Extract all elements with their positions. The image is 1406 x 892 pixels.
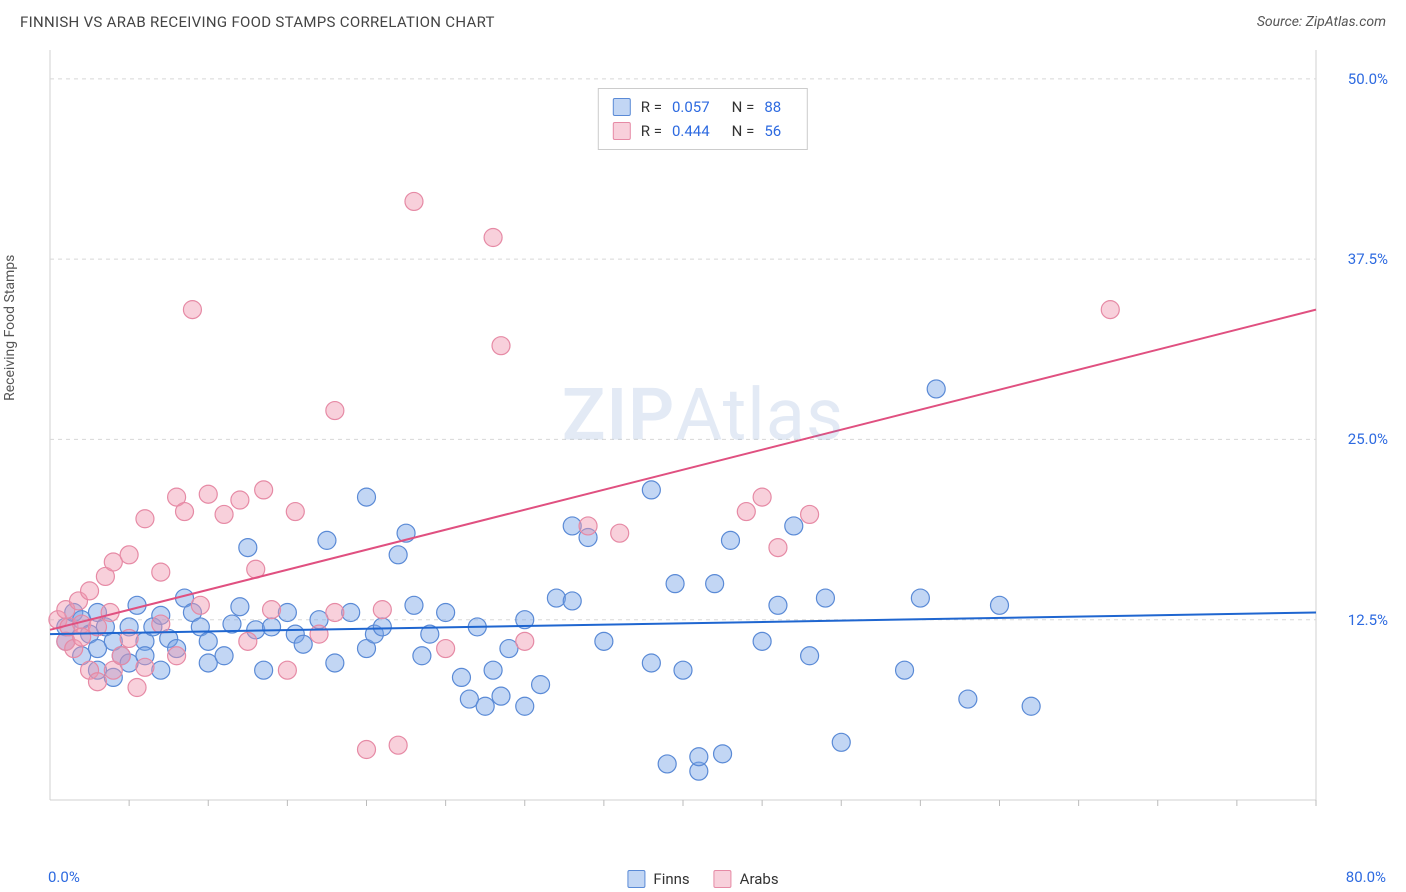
swatch-finns-icon <box>627 870 645 888</box>
stats-box: R = 0.057 N = 88 R = 0.444 N = 56 <box>598 88 808 150</box>
scatter-plot <box>0 40 1406 830</box>
chart-area: Receiving Food Stamps ZIPAtlas 12.5%25.0… <box>0 40 1406 892</box>
r-value-finns: 0.057 <box>672 95 710 119</box>
legend-item-finns: Finns <box>627 870 689 888</box>
legend-item-arabs: Arabs <box>714 870 779 888</box>
y-tick-label: 50.0% <box>1348 70 1388 88</box>
source-label: Source: ZipAtlas.com <box>1257 14 1386 30</box>
y-axis-label: Receiving Food Stamps <box>2 255 18 401</box>
swatch-finns <box>613 98 631 116</box>
n-value-finns: 88 <box>764 95 781 119</box>
legend-label-finns: Finns <box>653 870 689 888</box>
x-axis-max-label: 80.0% <box>1346 868 1386 886</box>
chart-title: FINNISH VS ARAB RECEIVING FOOD STAMPS CO… <box>20 13 495 31</box>
legend: Finns Arabs <box>627 870 778 888</box>
y-tick-label: 37.5% <box>1348 250 1388 268</box>
stats-row-arabs: R = 0.444 N = 56 <box>613 119 793 143</box>
legend-label-arabs: Arabs <box>740 870 779 888</box>
n-value-arabs: 56 <box>764 119 781 143</box>
x-axis-min-label: 0.0% <box>48 868 80 886</box>
swatch-arabs-icon <box>714 870 732 888</box>
swatch-arabs <box>613 122 631 140</box>
y-tick-label: 12.5% <box>1348 611 1388 629</box>
stats-row-finns: R = 0.057 N = 88 <box>613 95 793 119</box>
y-tick-label: 25.0% <box>1348 430 1388 448</box>
r-value-arabs: 0.444 <box>672 119 710 143</box>
